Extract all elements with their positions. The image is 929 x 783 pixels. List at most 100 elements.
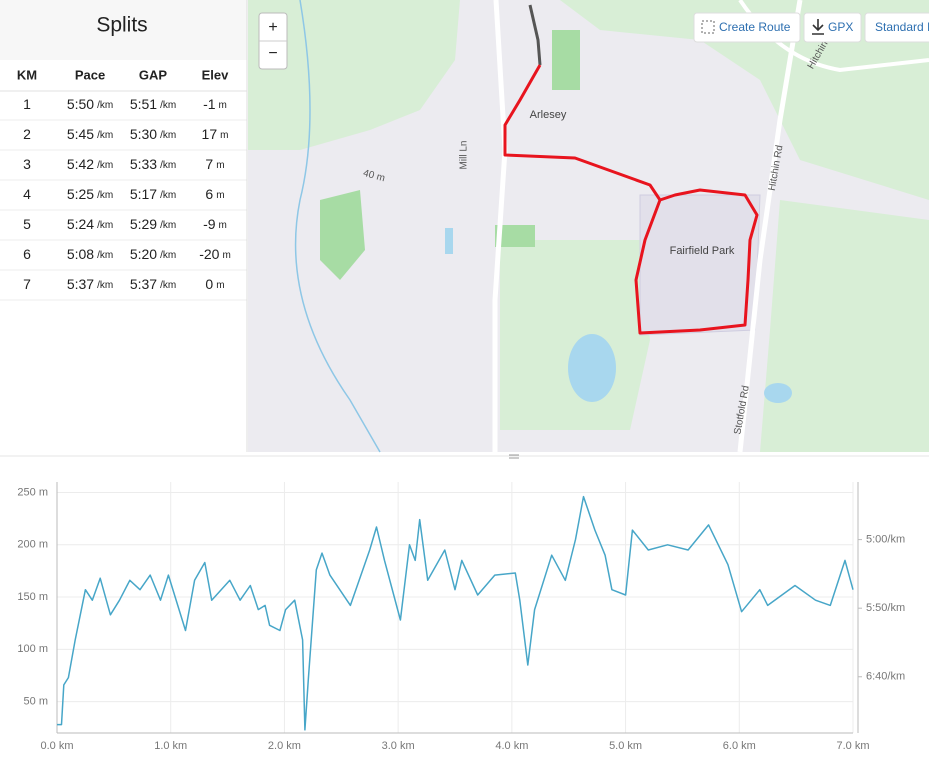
y-tick-label: 200 m [17,539,48,551]
cell-value: 5:37 [130,276,157,292]
cell-value: 2 [23,126,31,142]
table-cell: 5:17/km [130,186,176,202]
cell-value: -9 [203,216,216,232]
table-cell: 4 [23,186,31,202]
x-tick-label: 1.0 km [154,740,187,752]
x-tick-label: 2.0 km [268,740,301,752]
y-tick-label: 150 m [17,591,48,603]
cell-unit: /km [97,160,113,171]
map-wood [552,30,580,90]
cell-value: 4 [23,186,31,202]
map-lake [445,228,453,254]
table-cell: 5:45/km [67,126,113,142]
cell-unit: /km [160,190,176,201]
table-cell: 5 [23,216,31,232]
map-label: Fairfield Park [670,245,735,257]
route [503,64,759,335]
map-field [500,240,650,430]
map-field [760,200,929,452]
map-road [492,0,508,452]
cell-value: 5:25 [67,186,94,202]
cell-unit: /km [160,220,176,231]
table-cell: 5:51/km [130,96,176,112]
table-cell: 5:25/km [67,186,113,202]
cell-unit: /km [97,280,113,291]
zoom-out[interactable]: − [268,45,277,62]
splits-title: Splits [96,14,147,37]
cell-unit: m [219,100,227,111]
cell-unit: m [216,280,224,291]
route-start [528,4,542,66]
x-tick-label: 4.0 km [495,740,528,752]
cell-value: 5:33 [130,156,157,172]
cell-value: 5:30 [130,126,157,142]
table-cell: 5:30/km [130,126,176,142]
zoom-in[interactable]: + [268,19,277,36]
cell-unit: /km [160,280,176,291]
map-estate [639,194,761,336]
cell-value: 5:29 [130,216,157,232]
elevation-chart: 50 m 100 m 150 m 200 m 250 m 0.0 km 1.0 km 2.0 … [17,482,905,752]
cell-value: 5:51 [130,96,157,112]
cell-unit: /km [97,220,113,231]
cell-unit: /km [97,100,113,111]
map-style-text: Standard I [875,20,929,34]
cell-value: 5:45 [67,126,94,142]
map-river [294,0,381,453]
cell-value: 0 [205,276,213,292]
cell-value: 7 [205,156,213,172]
create-route-button[interactable] [693,12,801,43]
line-series [57,495,854,731]
table-cell: 5:08/km [67,246,113,262]
cell-unit: m [222,250,230,261]
x-tick-label: 7.0 km [836,740,869,752]
table-cell: 17 m [202,126,229,142]
resize-handle[interactable] [509,454,519,459]
cell-unit: m [216,190,224,201]
cell-value: 5:42 [67,156,94,172]
table-header: GAP [139,67,168,82]
cell-value: 5:20 [130,246,157,262]
gpx-icon [812,19,824,35]
map-road [737,0,803,453]
cell-value: 17 [202,126,218,142]
map-wood [320,190,365,280]
table-header: Pace [75,67,105,82]
table-cell: 5:24/km [67,216,113,232]
cell-value: 5:17 [130,186,157,202]
table-cell: 5:50/km [67,96,113,112]
cell-unit: /km [160,100,176,111]
create-route-icon [701,20,715,34]
cell-unit: /km [160,160,176,171]
cell-unit: m [219,220,227,231]
table-cell: 3 [23,156,31,172]
cell-value: 5:24 [67,216,94,232]
cell-value: 5:37 [67,276,94,292]
create-route-text: Create Route [719,20,791,34]
cell-value: 5:50 [67,96,94,112]
cell-value: 3 [23,156,31,172]
cell-unit: /km [97,130,113,141]
table-cell: 1 [23,96,31,112]
cell-unit: /km [160,130,176,141]
table-cell: 7 [23,276,31,292]
table-cell: 5:42/km [67,156,113,172]
cell-unit: m [220,130,228,141]
map-label: Arlesey [530,109,567,121]
map-wood [495,225,535,247]
table-cell: -9 m [203,216,227,232]
y2-tick-label: 5:00/km [866,534,905,546]
map-style-button[interactable] [864,12,929,43]
table-header: Elev [202,67,230,82]
table-cell: 6 [23,246,31,262]
cell-value: -20 [199,246,219,262]
table-cell: -20 m [199,246,231,262]
cell-value: -1 [203,96,216,112]
table-cell: 5:33/km [130,156,176,172]
cell-unit: /km [160,250,176,261]
table-cell: 5:37/km [130,276,176,292]
cell-value: 1 [23,96,31,112]
